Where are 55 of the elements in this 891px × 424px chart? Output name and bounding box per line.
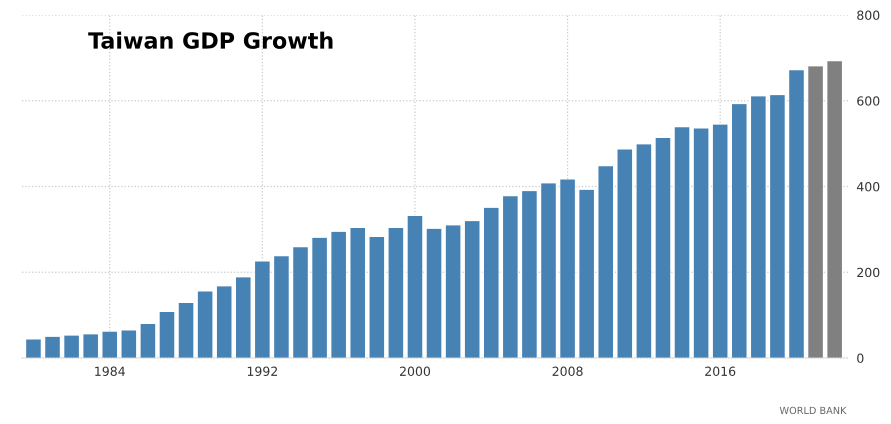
bar [350,227,366,358]
bar [750,96,766,358]
bar [120,330,137,358]
text: Taiwan GDP Growth [88,32,332,49]
bar [388,227,404,358]
bar [235,276,252,358]
x-tick-label: 1984 [95,366,125,376]
bar [406,215,423,358]
bar [64,334,80,358]
bar [197,290,214,358]
bar [826,60,843,358]
bar [368,236,385,358]
bar [178,302,194,358]
text: WORLD BANK [780,406,847,414]
bar [102,331,118,358]
y-tick-label: 200 [857,268,880,278]
bar [808,66,824,358]
bar [82,334,99,358]
x-tick-label: 2000 [400,366,430,376]
bar [693,128,710,358]
bar [330,231,347,358]
bar [292,246,308,358]
bar [159,311,175,358]
bar [636,144,652,358]
bar [273,256,290,358]
bar [712,124,728,358]
bar [140,323,156,358]
bar [598,166,614,358]
bar [578,189,595,358]
bar [445,224,462,358]
bar [560,178,576,358]
bar [521,190,538,358]
bar [44,336,60,358]
bar [769,94,786,358]
bar [464,220,480,358]
y-tick-label: 600 [857,96,880,106]
bar [616,148,633,358]
bar [502,196,518,358]
y-tick-label: 400 [856,182,880,192]
bar [216,286,232,358]
bar [312,237,328,358]
bar [426,228,442,358]
x-tick-label: 1992 [248,366,278,376]
bar [654,137,671,358]
bar [25,338,42,358]
bar [483,207,500,358]
bar [674,126,690,358]
bar [731,103,748,358]
bar [540,182,556,358]
y-tick-label: 800 [857,10,880,20]
bar [788,70,804,358]
bar [254,260,270,358]
y-tick-label: 0 [857,353,864,363]
x-tick-label: 2016 [705,366,736,376]
x-tick-label: 2008 [552,366,583,376]
